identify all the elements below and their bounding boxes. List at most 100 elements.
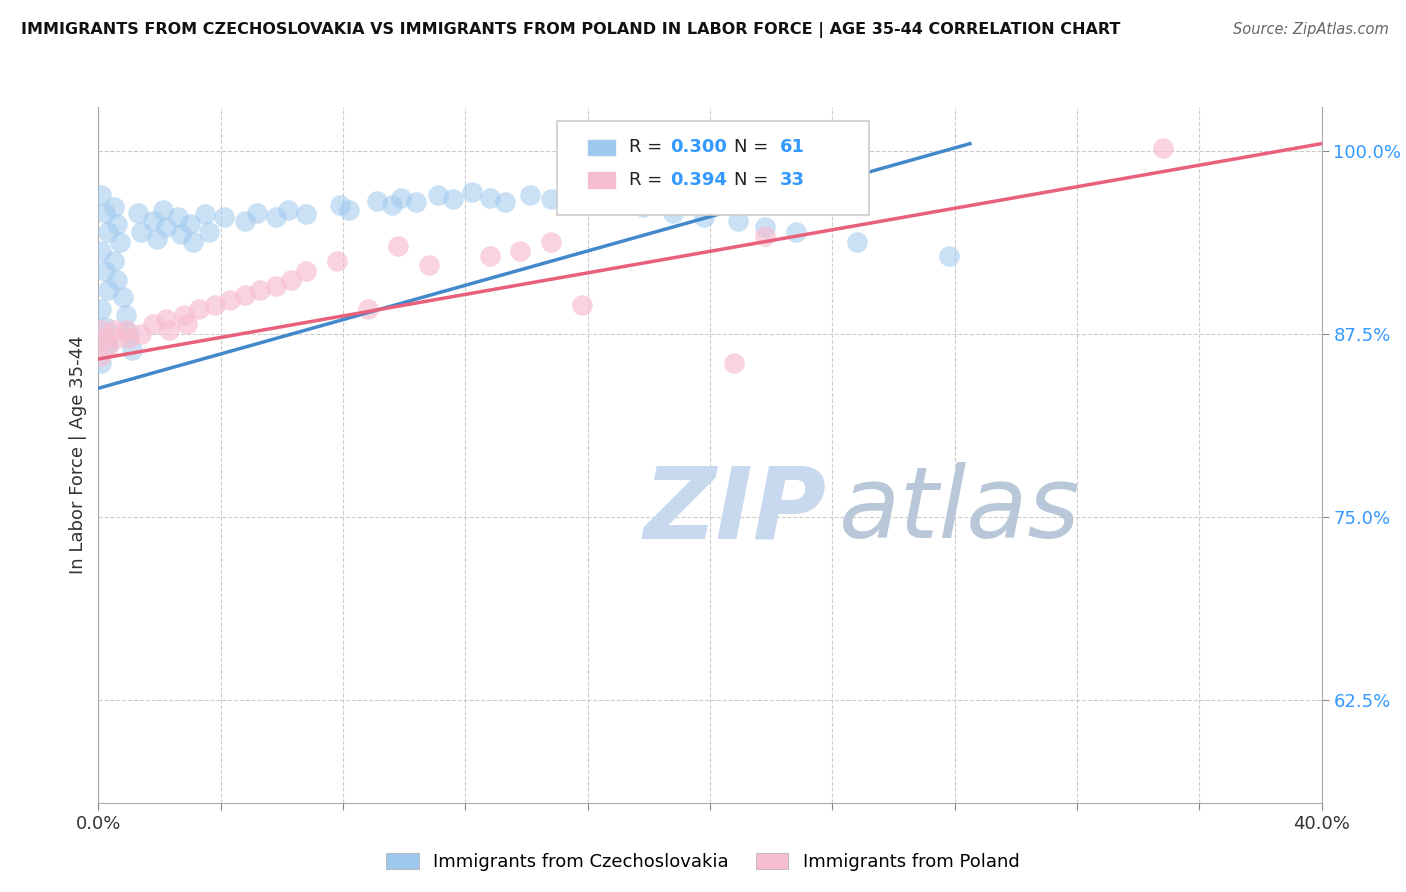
Text: Source: ZipAtlas.com: Source: ZipAtlas.com	[1233, 22, 1389, 37]
Point	[571, 191, 593, 205]
Bar	[588, 172, 614, 187]
Point	[938, 249, 960, 263]
Point	[631, 200, 654, 214]
Point	[387, 239, 409, 253]
Point	[129, 327, 152, 342]
Point	[90, 302, 112, 317]
Point	[197, 225, 219, 239]
Point	[326, 253, 349, 268]
Point	[97, 337, 120, 351]
Point	[366, 194, 388, 208]
Point	[93, 319, 115, 334]
Point	[277, 202, 299, 217]
Point	[418, 258, 440, 272]
Point	[90, 188, 112, 202]
Point	[329, 198, 352, 212]
Point	[441, 192, 464, 206]
Point	[97, 283, 120, 297]
Point	[170, 227, 193, 242]
Point	[204, 298, 226, 312]
Point	[555, 185, 578, 199]
Point	[142, 214, 165, 228]
Point	[571, 298, 593, 312]
Point	[118, 326, 141, 340]
Text: N =: N =	[734, 138, 775, 156]
Point	[280, 273, 302, 287]
Point	[478, 191, 501, 205]
Point	[105, 331, 128, 345]
Point	[90, 356, 112, 370]
Point	[115, 323, 138, 337]
Point	[540, 192, 562, 206]
Point	[600, 195, 623, 210]
Point	[295, 264, 318, 278]
Point	[295, 207, 318, 221]
Point	[478, 249, 501, 263]
Point	[233, 287, 256, 301]
Text: 0.394: 0.394	[669, 171, 727, 189]
Point	[103, 323, 125, 337]
Point	[662, 205, 685, 219]
Point	[105, 273, 128, 287]
Point	[1152, 141, 1174, 155]
Point	[249, 283, 271, 297]
Point	[103, 200, 125, 214]
Point	[111, 290, 134, 304]
Point	[127, 205, 149, 219]
Text: 33: 33	[780, 171, 804, 189]
Text: N =: N =	[734, 171, 775, 189]
Point	[219, 293, 242, 308]
Point	[108, 235, 131, 249]
Text: atlas: atlas	[838, 462, 1080, 559]
Point	[785, 225, 807, 239]
Text: IMMIGRANTS FROM CZECHOSLOVAKIA VS IMMIGRANTS FROM POLAND IN LABOR FORCE | AGE 35: IMMIGRANTS FROM CZECHOSLOVAKIA VS IMMIGR…	[21, 22, 1121, 38]
Point	[173, 308, 195, 322]
Text: 61: 61	[780, 138, 804, 156]
Point	[460, 185, 482, 199]
Point	[93, 331, 115, 345]
Y-axis label: In Labor Force | Age 35-44: In Labor Force | Age 35-44	[69, 335, 87, 574]
Point	[90, 349, 112, 363]
Point	[754, 229, 776, 244]
Text: R =: R =	[630, 171, 668, 189]
Point	[145, 232, 167, 246]
Text: R =: R =	[630, 138, 668, 156]
Point	[246, 205, 269, 219]
Point	[494, 195, 516, 210]
Point	[264, 278, 287, 293]
Point	[540, 235, 562, 249]
Point	[155, 220, 177, 235]
Point	[337, 202, 360, 217]
Point	[157, 323, 180, 337]
Point	[181, 235, 204, 249]
Point	[426, 188, 449, 202]
Point	[194, 207, 217, 221]
Point	[179, 217, 201, 231]
Point	[142, 317, 165, 331]
Point	[405, 195, 427, 210]
Point	[212, 210, 235, 224]
Point	[93, 205, 115, 219]
Point	[519, 188, 541, 202]
Point	[90, 244, 112, 258]
Point	[167, 210, 190, 224]
Text: ZIP: ZIP	[643, 462, 827, 559]
Point	[233, 214, 256, 228]
Point	[381, 198, 404, 212]
Bar	[588, 140, 614, 155]
Text: 0.300: 0.300	[669, 138, 727, 156]
Point	[845, 235, 868, 249]
Point	[103, 253, 125, 268]
Point	[509, 244, 531, 258]
Point	[129, 225, 152, 239]
Point	[264, 210, 287, 224]
Point	[121, 343, 143, 358]
Point	[723, 356, 745, 370]
Point	[155, 312, 177, 326]
Point	[356, 302, 378, 317]
FancyBboxPatch shape	[557, 121, 869, 215]
Point	[90, 323, 112, 337]
Point	[188, 302, 211, 317]
Point	[693, 210, 716, 224]
Legend: Immigrants from Czechoslovakia, Immigrants from Poland: Immigrants from Czechoslovakia, Immigran…	[380, 846, 1026, 879]
